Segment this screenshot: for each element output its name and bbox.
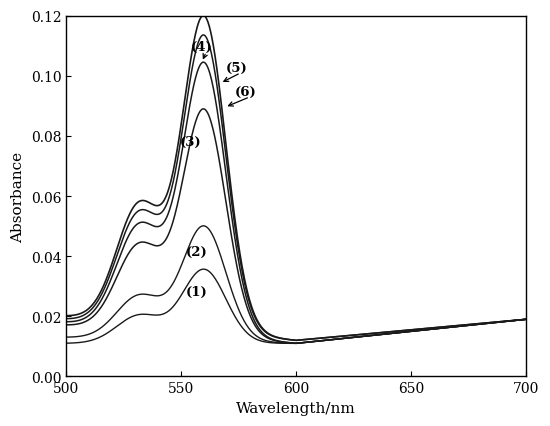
Y-axis label: Absorbance: Absorbance (11, 151, 25, 242)
Text: (5): (5) (226, 62, 247, 75)
Text: (2): (2) (186, 245, 208, 258)
Text: (1): (1) (186, 285, 208, 299)
Text: (3): (3) (179, 135, 201, 149)
Text: (4): (4) (191, 41, 213, 54)
Text: (6): (6) (234, 86, 256, 99)
X-axis label: Wavelength/nm: Wavelength/nm (236, 401, 356, 415)
